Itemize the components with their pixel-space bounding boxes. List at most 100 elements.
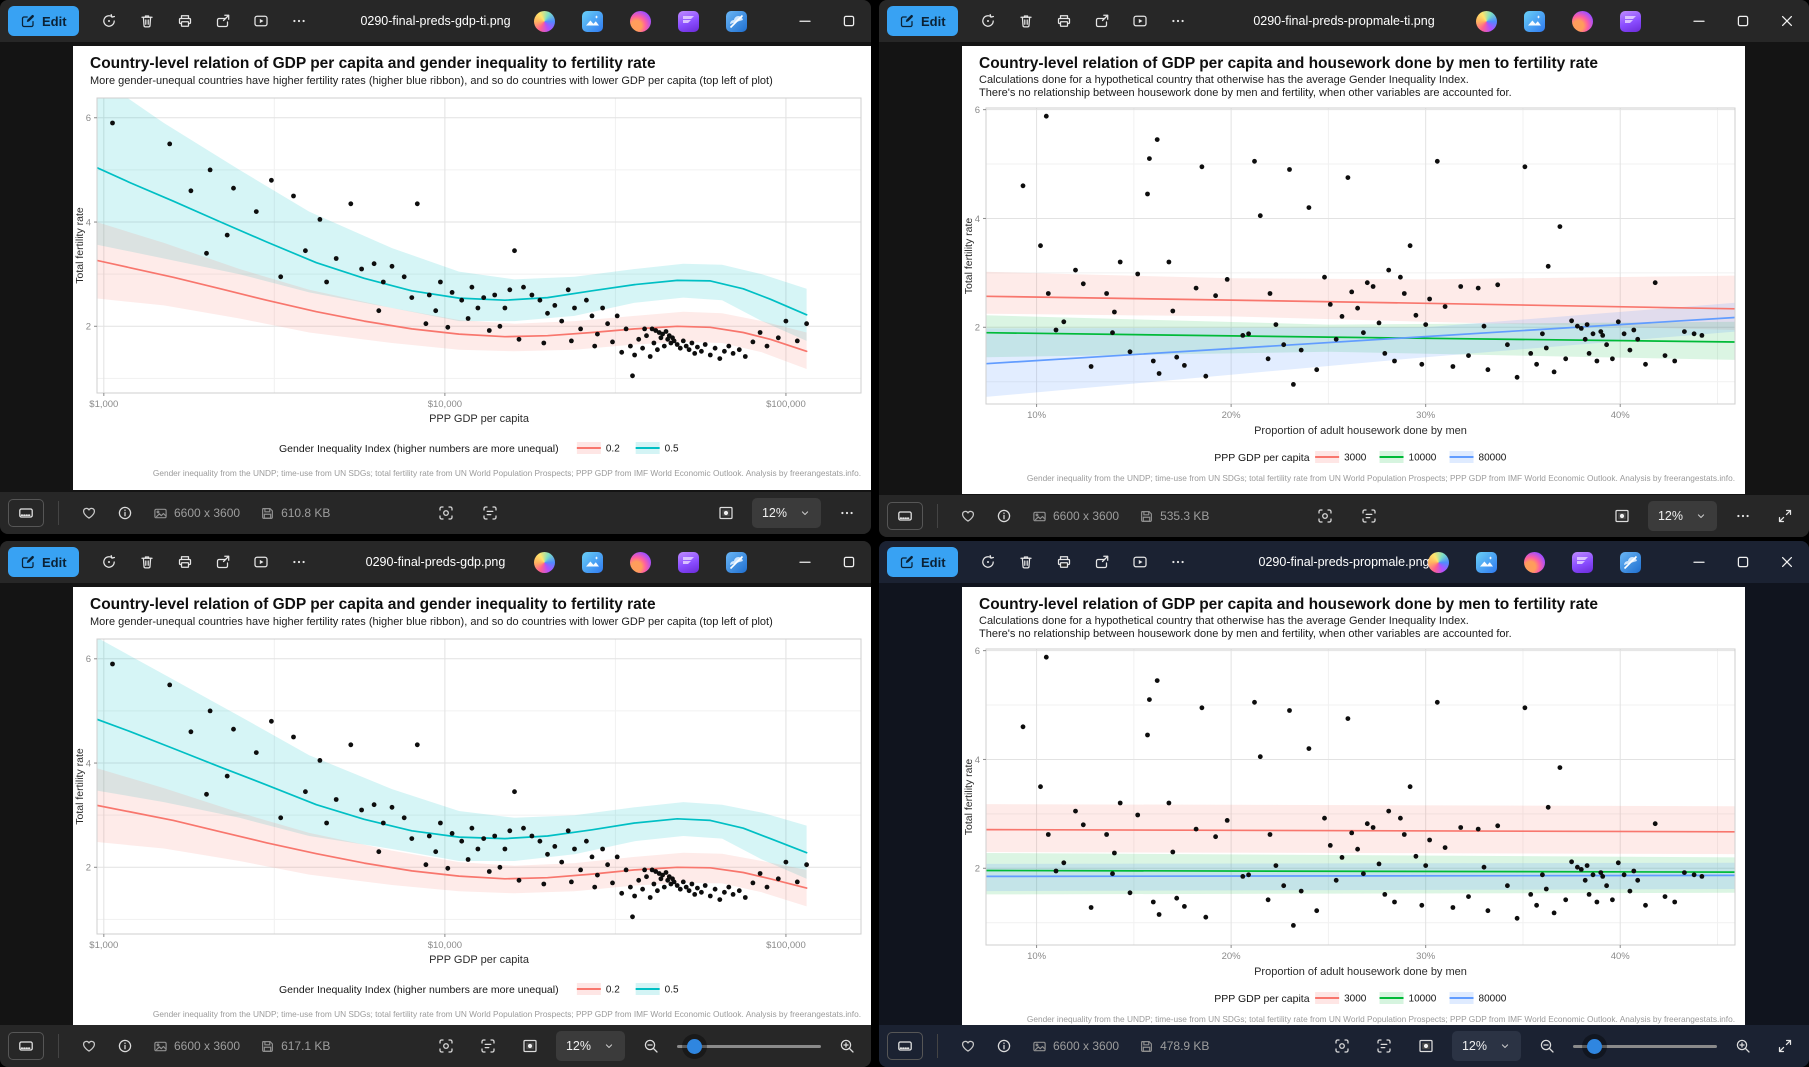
photos-app-icon[interactable] [582,551,603,573]
maximize-button[interactable] [827,541,871,583]
toolbar-more-button[interactable] [1727,501,1759,531]
filmstrip-toggle-button[interactable] [8,499,44,527]
background-frame-button[interactable] [514,1031,546,1061]
share-button[interactable] [207,6,239,36]
zoom-out-button[interactable] [635,1031,667,1061]
edit-button[interactable]: Edit [887,6,958,36]
more-options-button[interactable] [1162,547,1194,577]
clipchamp-app-icon[interactable] [678,10,699,32]
blob-app-icon[interactable] [630,551,651,573]
more-options-button[interactable] [283,6,315,36]
more-options-button[interactable] [283,547,315,577]
fullscreen-button[interactable] [1769,501,1801,531]
print-button[interactable] [1048,547,1080,577]
blob-app-icon[interactable] [1572,10,1593,32]
edit-button[interactable]: Edit [8,547,79,577]
slideshow-button[interactable] [1124,547,1156,577]
zoom-level-dropdown[interactable]: 12% [1451,1031,1521,1061]
rotate-button[interactable] [972,6,1004,36]
toolbar-more-button[interactable] [831,498,863,528]
favorite-button[interactable] [73,1031,105,1061]
copilot-app-icon[interactable] [534,10,555,32]
favorite-button[interactable] [952,501,984,531]
background-frame-button[interactable] [1410,1031,1442,1061]
zoom-slider-track[interactable] [1573,1045,1717,1048]
maximize-button[interactable] [1721,0,1765,42]
text-scan-button[interactable] [1353,501,1385,531]
face-detection-button[interactable] [430,498,462,528]
rotate-button[interactable] [93,6,125,36]
favorite-button[interactable] [73,498,105,528]
close-button[interactable] [1765,541,1809,583]
close-button[interactable] [1765,0,1809,42]
face-detection-button[interactable] [1309,501,1341,531]
background-frame-button[interactable] [1606,501,1638,531]
zoom-level-dropdown[interactable]: 12% [751,498,821,528]
text-scan-button[interactable] [472,1031,504,1061]
share-button[interactable] [1086,6,1118,36]
edit-button[interactable]: Edit [887,547,958,577]
delete-button[interactable] [131,6,163,36]
maximize-button[interactable] [1721,541,1765,583]
clipchamp-app-icon[interactable] [678,551,699,573]
slideshow-button[interactable] [245,547,277,577]
face-detection-button[interactable] [1326,1031,1358,1061]
delete-button[interactable] [1010,547,1042,577]
rotate-button[interactable] [93,547,125,577]
copilot-app-icon[interactable] [1476,10,1497,32]
delete-button[interactable] [131,547,163,577]
favorite-button[interactable] [952,1031,984,1061]
copilot-app-icon[interactable] [1428,551,1449,573]
minimize-button[interactable] [1677,541,1721,583]
zoom-slider-thumb[interactable] [1587,1039,1602,1054]
edit-button[interactable]: Edit [8,6,79,36]
zoom-level-dropdown[interactable]: 12% [555,1031,625,1061]
clipchamp-app-icon[interactable] [1620,10,1641,32]
zoom-out-button[interactable] [1531,1031,1563,1061]
maximize-button[interactable] [827,0,871,42]
file-info-button[interactable] [988,501,1020,531]
rotate-button[interactable] [972,547,1004,577]
zoom-slider-track[interactable] [677,1045,821,1048]
paint-app-icon[interactable] [726,551,747,573]
filmstrip-toggle-button[interactable] [887,502,923,530]
zoom-in-button[interactable] [831,1031,863,1061]
face-detection-button[interactable] [430,1031,462,1061]
file-info-button[interactable] [109,1031,141,1061]
minimize-button[interactable] [783,541,827,583]
photos-app-icon[interactable] [582,10,603,32]
zoom-in-button[interactable] [1727,1031,1759,1061]
copilot-app-icon[interactable] [534,551,555,573]
minimize-button[interactable] [783,0,827,42]
filmstrip-toggle-button[interactable] [8,1032,44,1060]
photos-app-icon[interactable] [1524,10,1545,32]
print-button[interactable] [169,547,201,577]
delete-button[interactable] [1010,6,1042,36]
more-options-button[interactable] [1162,6,1194,36]
blob-app-icon[interactable] [1524,551,1545,573]
photos-app-icon[interactable] [1476,551,1497,573]
clipchamp-app-icon[interactable] [1572,551,1593,573]
paint-app-icon[interactable] [726,10,747,32]
zoom-slider[interactable] [1573,1032,1717,1060]
share-button[interactable] [207,547,239,577]
blob-app-icon[interactable] [630,10,651,32]
fullscreen-button[interactable] [1769,1031,1801,1061]
slideshow-button[interactable] [1124,6,1156,36]
file-info-button[interactable] [988,1031,1020,1061]
file-info-button[interactable] [109,498,141,528]
zoom-slider-thumb[interactable] [687,1039,702,1054]
minimize-button[interactable] [1677,0,1721,42]
paint-app-icon[interactable] [1620,551,1641,573]
text-scan-button[interactable] [1368,1031,1400,1061]
background-frame-button[interactable] [710,498,742,528]
zoom-slider[interactable] [677,1032,821,1060]
slideshow-button[interactable] [245,6,277,36]
print-button[interactable] [169,6,201,36]
zoom-level-dropdown[interactable]: 12% [1647,501,1717,531]
share-button[interactable] [1086,547,1118,577]
text-scan-button[interactable] [474,498,506,528]
filmstrip-toggle-button[interactable] [887,1032,923,1060]
print-button[interactable] [1048,6,1080,36]
filmstrip-icon [898,511,912,521]
